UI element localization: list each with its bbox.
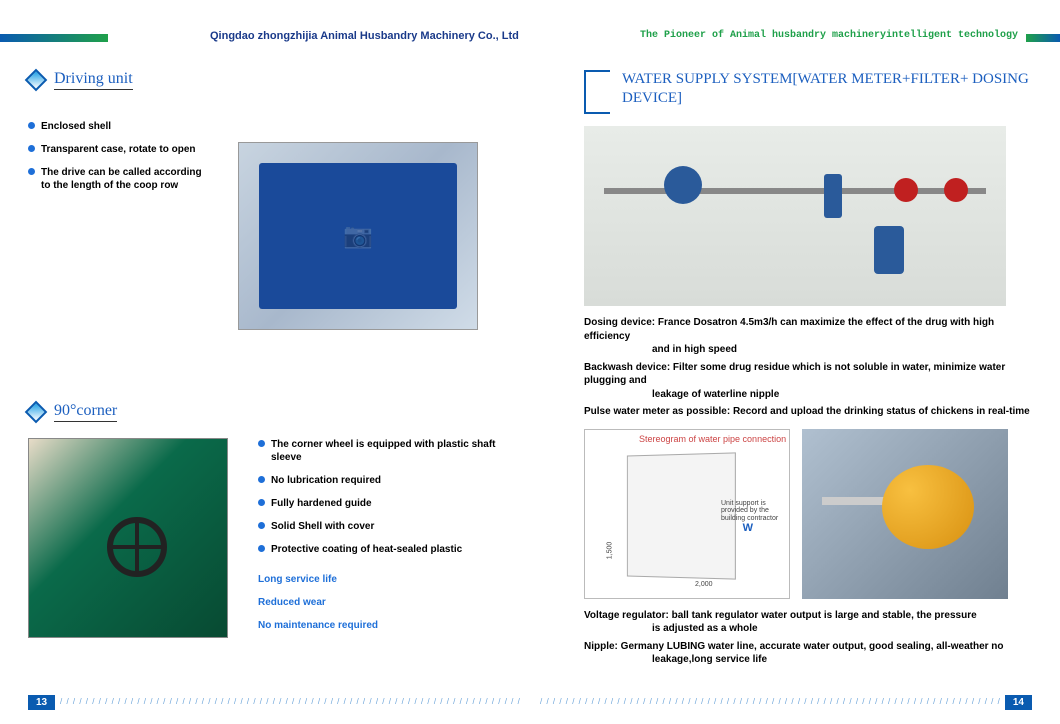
benefits-list: Long service life Reduced wear No mainte…: [258, 574, 528, 631]
bullet-item: Fully hardened guide: [258, 497, 498, 510]
header-accent-right: [1026, 34, 1060, 42]
spec-cont: and in high speed: [584, 343, 1032, 357]
w-label: W: [743, 522, 753, 534]
diamond-icon: [25, 69, 48, 92]
bullet-text: Transparent case, rotate to open: [41, 143, 196, 156]
spec-lead: Backwash device: Filter some drug residu…: [584, 362, 1005, 387]
page-footer: 13 / / / / / / / / / / / / / / / / / / /…: [0, 694, 1060, 710]
spec-item: Voltage regulator: ball tank regulator w…: [584, 609, 1032, 636]
bullet-dot-icon: [28, 168, 35, 175]
bullet-text: The drive can be called according to the…: [41, 166, 208, 192]
section-header-driving-unit: Driving unit: [28, 70, 528, 90]
bullet-item: The drive can be called according to the…: [28, 166, 208, 192]
bullet-dot-icon: [258, 499, 265, 506]
bullet-item: No lubrication required: [258, 474, 498, 487]
spec-lead: Dosing device: France Dosatron 4.5m3/h c…: [584, 317, 994, 342]
bullet-item: The corner wheel is equipped with plasti…: [258, 438, 498, 464]
left-page: Driving unit Enclosed shell Transparent …: [28, 70, 528, 643]
bullet-dot-icon: [258, 440, 265, 447]
water-system-photo: [584, 126, 1006, 306]
right-page: WATER SUPPLY SYSTEM[WATER METER+FILTER+ …: [584, 70, 1032, 671]
section-title: WATER SUPPLY SYSTEM[WATER METER+FILTER+ …: [622, 70, 1032, 108]
benefit-item: Long service life: [258, 574, 528, 585]
tagline: The Pioneer of Animal husbandry machiner…: [640, 30, 1018, 41]
bullet-item: Solid Shell with cover: [258, 520, 498, 533]
spec-list-lower: Voltage regulator: ball tank regulator w…: [584, 609, 1032, 667]
bullet-dot-icon: [258, 476, 265, 483]
bullet-dot-icon: [258, 522, 265, 529]
dim-label: 2,000: [695, 581, 713, 588]
bullet-item: Enclosed shell: [28, 120, 208, 133]
corner-wheel-photo: [28, 438, 228, 638]
bullet-text: Solid Shell with cover: [271, 520, 374, 533]
section-header-corner: 90°corner: [28, 402, 528, 422]
lower-image-row: Stereogram of water pipe connection Unit…: [584, 429, 1032, 599]
dim-label: 1,500: [606, 541, 613, 559]
spec-list-upper: Dosing device: France Dosatron 4.5m3/h c…: [584, 316, 1032, 419]
bullet-item: Transparent case, rotate to open: [28, 143, 208, 156]
spec-lead: Nipple: Germany LUBING water line, accur…: [584, 641, 1004, 652]
header-accent-left: [0, 34, 108, 42]
diagram-title: Stereogram of water pipe connection: [639, 434, 786, 444]
page-number-left: 13: [28, 695, 55, 710]
section-corner: 90°corner The corner wheel is equipped w…: [28, 402, 528, 643]
spec-cont: is adjusted as a whole: [584, 622, 1032, 636]
spec-lead: Voltage regulator: ball tank regulator w…: [584, 610, 977, 621]
bullet-text: No lubrication required: [271, 474, 381, 487]
spec-lead: Pulse water meter as possible: Record an…: [584, 406, 1030, 417]
bullet-text: Enclosed shell: [41, 120, 111, 133]
bullet-text: Fully hardened guide: [271, 497, 372, 510]
section-title: 90°corner: [54, 402, 117, 422]
bullet-text: The corner wheel is equipped with plasti…: [271, 438, 498, 464]
footer-dots: / / / / / / / / / / / / / / / / / / / / …: [60, 697, 520, 706]
section-title: Driving unit: [54, 70, 133, 90]
stereogram-diagram: Stereogram of water pipe connection Unit…: [584, 429, 790, 599]
page-header: Qingdao zhongzhijia Animal Husbandry Mac…: [0, 28, 1060, 52]
diamond-icon: [25, 401, 48, 424]
spec-cont: leakage of waterline nipple: [584, 388, 1032, 402]
bullet-dot-icon: [28, 145, 35, 152]
header-bracket-icon: [584, 70, 610, 114]
company-name: Qingdao zhongzhijia Animal Husbandry Mac…: [210, 30, 519, 42]
section-header-water: WATER SUPPLY SYSTEM[WATER METER+FILTER+ …: [584, 70, 1032, 114]
spec-item: Pulse water meter as possible: Record an…: [584, 405, 1032, 419]
spec-item: Backwash device: Filter some drug residu…: [584, 361, 1032, 402]
driving-unit-photo: [238, 142, 478, 330]
page-number-right: 14: [1005, 695, 1032, 710]
bullet-text: Protective coating of heat-sealed plasti…: [271, 543, 462, 556]
benefit-item: No maintenance required: [258, 620, 528, 631]
bullet-item: Protective coating of heat-sealed plasti…: [258, 543, 498, 556]
diagram-note: Unit support is provided by the building…: [721, 500, 781, 523]
bullet-dot-icon: [258, 545, 265, 552]
benefit-item: Reduced wear: [258, 597, 528, 608]
footer-dots: / / / / / / / / / / / / / / / / / / / / …: [540, 697, 1000, 706]
spec-item: Nipple: Germany LUBING water line, accur…: [584, 640, 1032, 667]
spec-item: Dosing device: France Dosatron 4.5m3/h c…: [584, 316, 1032, 357]
spec-cont: leakage,long service life: [584, 653, 1032, 667]
bullet-dot-icon: [28, 122, 35, 129]
regulator-photo: [802, 429, 1008, 599]
